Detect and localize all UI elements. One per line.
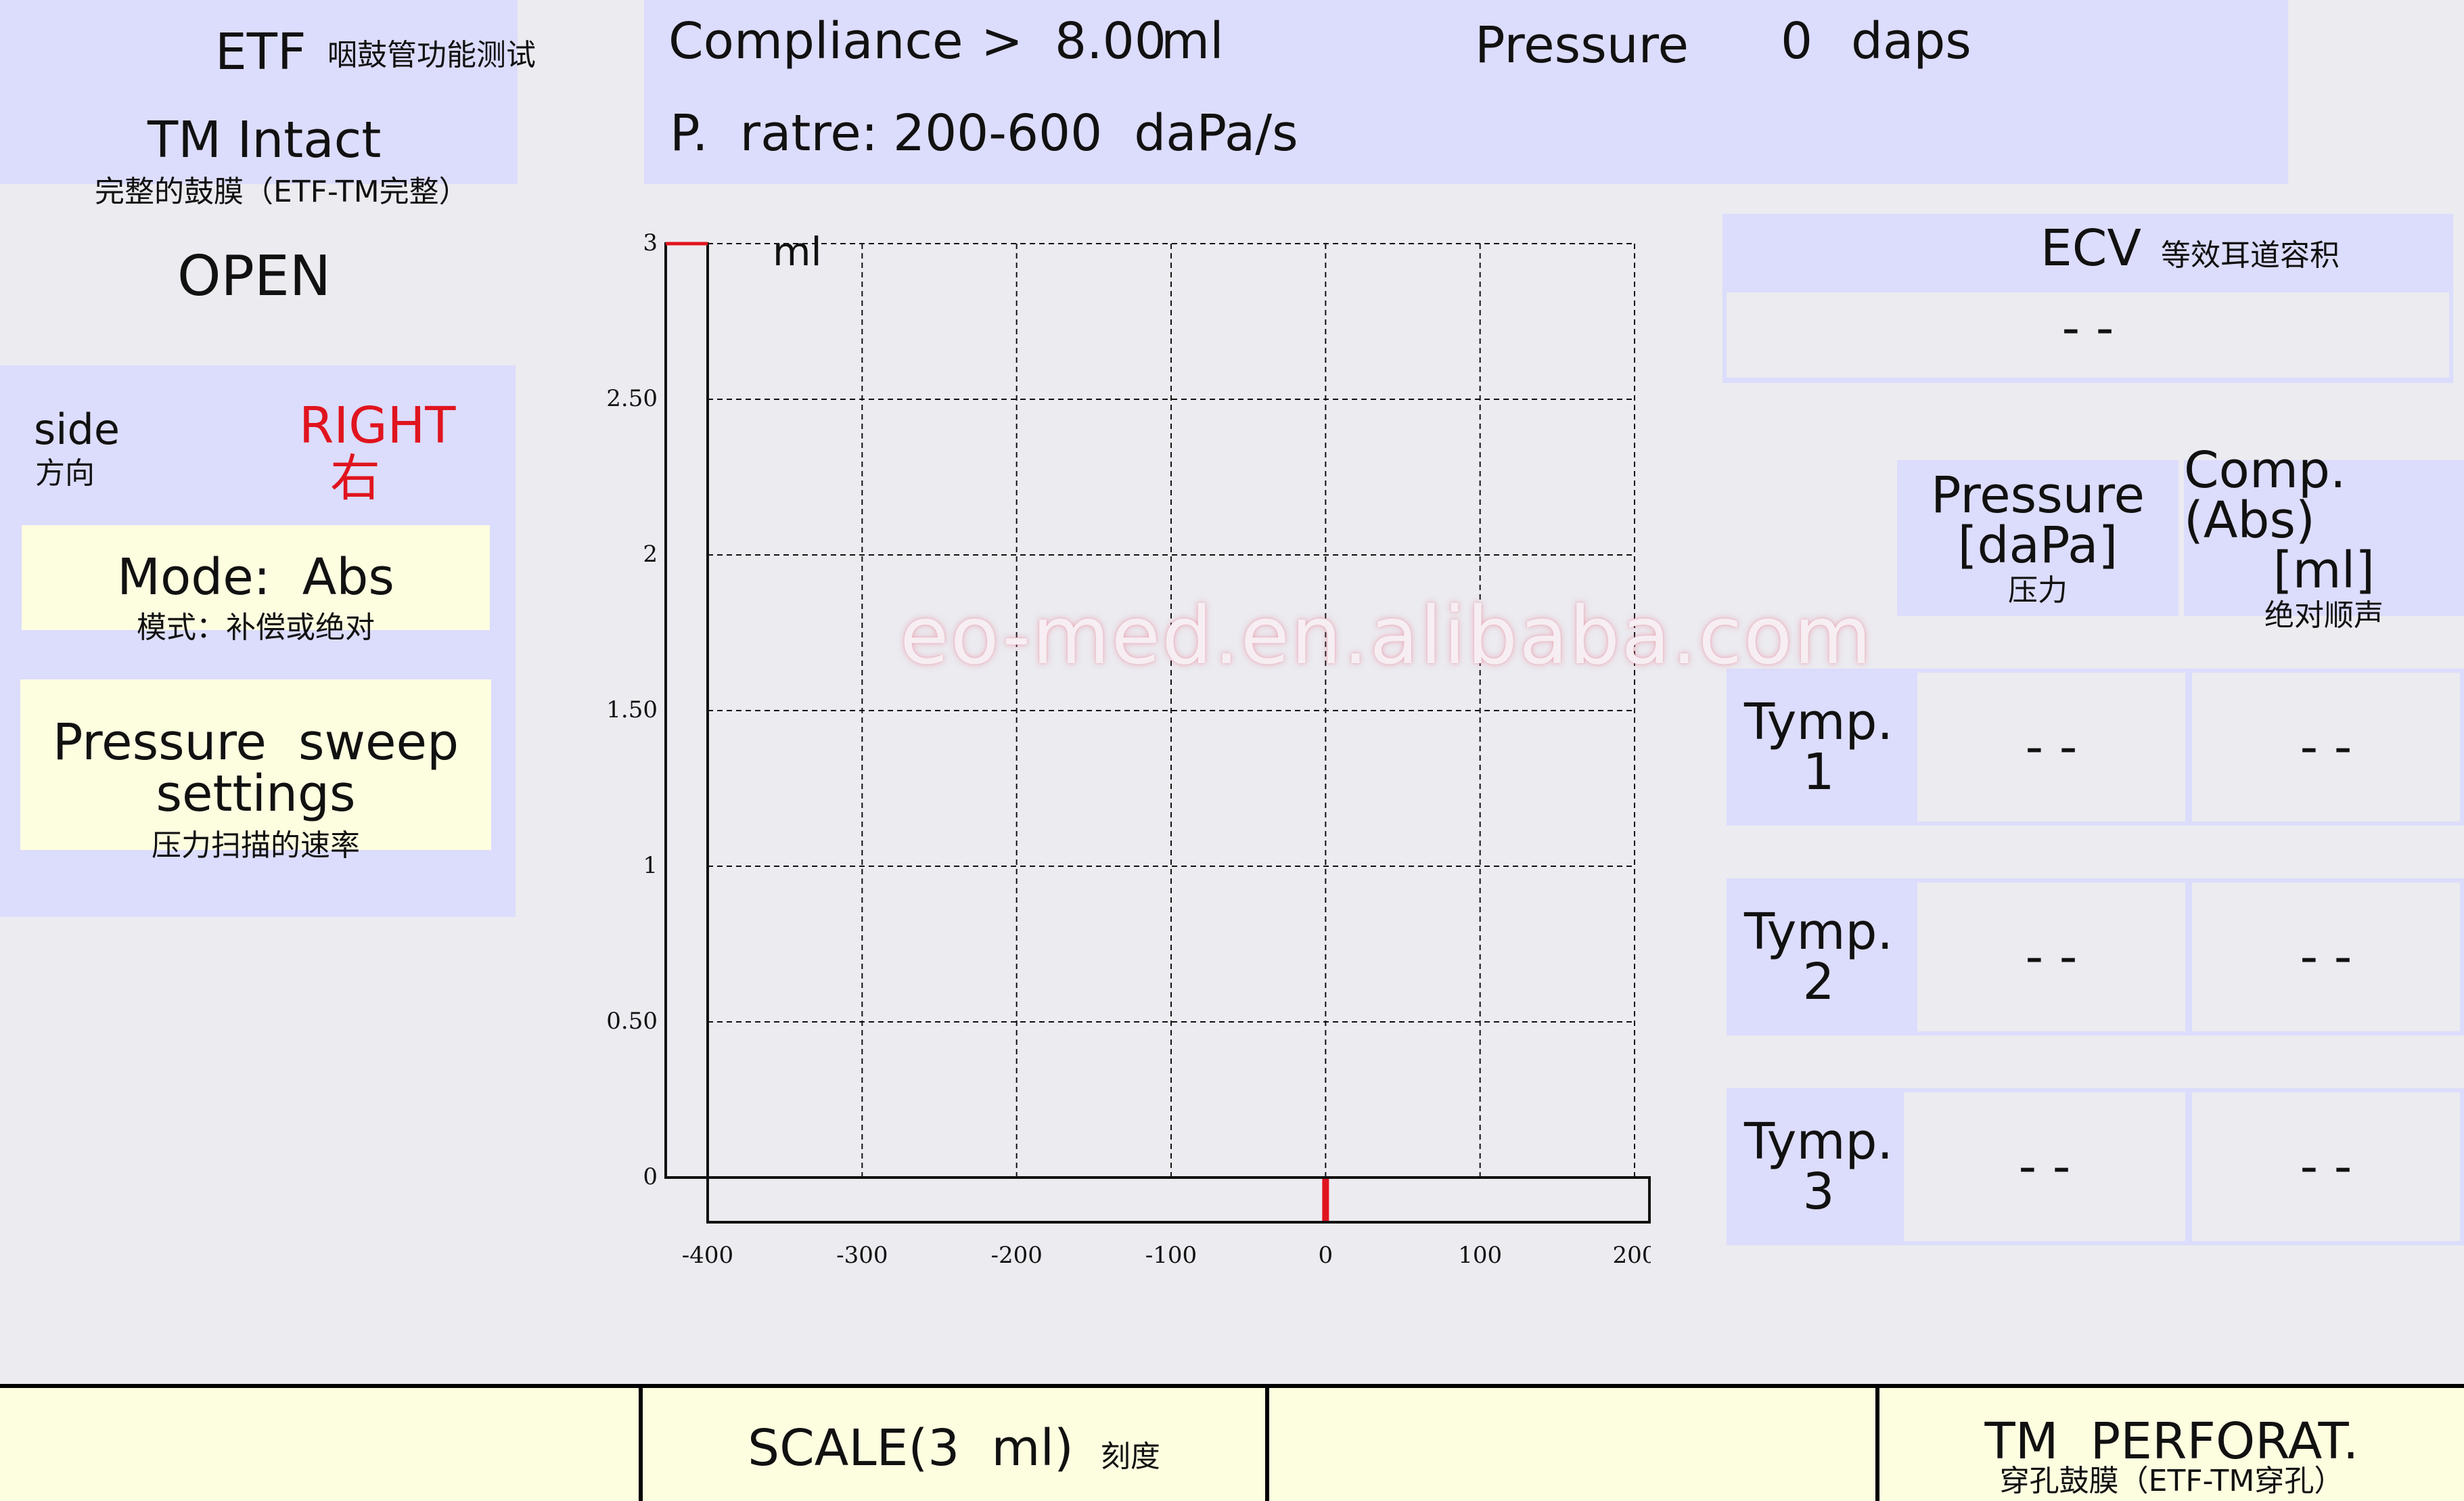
side-value[interactable]: RIGHT xyxy=(299,397,456,455)
x-tick-label: -300 xyxy=(836,1242,888,1269)
side-value-cn: 右 xyxy=(330,449,380,508)
compliance-column-line2: [ml] xyxy=(2273,541,2375,600)
scale-label-cn: 刻度 xyxy=(1100,1439,1160,1474)
pressure-bar xyxy=(706,1176,1651,1224)
tm-perforat-label: TM PERFORAT. xyxy=(1984,1412,2359,1471)
tymp-comp-value: - - xyxy=(2192,673,2460,822)
x-tick-label: 100 xyxy=(1458,1242,1502,1269)
header-panel xyxy=(644,0,2288,184)
etf-title-cn: 咽鼓管功能测试 xyxy=(327,38,536,72)
pressure-column-header: Pressure [daPa] 压力 xyxy=(1897,460,2178,616)
tymp-comp-value: - - xyxy=(2192,882,2460,1031)
pressure-sweep-button[interactable] xyxy=(20,679,491,850)
pressure-label: Pressure xyxy=(1475,16,1689,74)
side-label-cn: 方向 xyxy=(35,456,95,491)
pressure-rate-value: 200-600 daPa/s xyxy=(893,104,1298,162)
bottom-empty-button-2[interactable] xyxy=(1265,1384,1878,1501)
pressure-column-line2: [daPa] xyxy=(1957,516,2118,575)
y-tick-label: 2.50 xyxy=(606,385,658,412)
tm-intact-status-cn: 完整的鼓膜（ETF-TM完整） xyxy=(95,175,469,209)
ecv-value: - - xyxy=(2061,299,2114,357)
tm-perforat-button[interactable]: TM PERFORAT. 穿孔鼓膜（ETF-TM穿孔） xyxy=(1875,1384,2464,1501)
compliance-column-header: Comp.(Abs) [ml] 绝对顺声 xyxy=(2184,445,2464,631)
tymp-label-line1: Tymp. xyxy=(1743,1113,1894,1171)
tymp-pressure-value: - - xyxy=(1917,673,2185,822)
etf-state[interactable]: OPEN xyxy=(177,244,332,309)
tymp-label: Tymp. 1 xyxy=(1727,669,1911,826)
mode-button[interactable] xyxy=(22,525,490,630)
x-tick-label: 0 xyxy=(1319,1242,1333,1269)
pressure-marker xyxy=(1322,1179,1329,1221)
x-tick-label: -200 xyxy=(990,1242,1042,1269)
compliance-value: > 8.00 xyxy=(981,12,1166,70)
pressure-sweep-label-line1: Pressure sweep xyxy=(52,713,459,771)
y-tick-label: 1.50 xyxy=(606,696,658,723)
y-tick-label: 1 xyxy=(643,852,658,879)
mode-label-cn: 模式：补偿或绝对 xyxy=(137,610,375,645)
tymp-pressure-value: - - xyxy=(1917,882,2185,1031)
tymp-label: Tymp. 3 xyxy=(1727,1088,1911,1245)
compliance-column-cn: 绝对顺声 xyxy=(2264,598,2383,633)
x-tick-label: -400 xyxy=(682,1242,733,1269)
compliance-bar xyxy=(664,242,709,1179)
y-tick-label: 0 xyxy=(643,1163,658,1190)
compliance-column-line1: Comp.(Abs) xyxy=(2184,441,2346,550)
pressure-column-cn: 压力 xyxy=(2008,573,2068,608)
tymp-label-line2: 2 xyxy=(1802,953,1835,1011)
tm-perforat-label-cn: 穿孔鼓膜（ETF-TM穿孔） xyxy=(1999,1463,2344,1498)
bottom-toolbar xyxy=(0,1384,2464,1501)
pressure-sweep-label-cn: 压力扫描的速率 xyxy=(152,828,360,863)
compliance-label: Compliance xyxy=(668,12,963,70)
tymp-comp-value: - - xyxy=(2192,1092,2460,1241)
tymp-label-line2: 3 xyxy=(1802,1163,1835,1221)
scale-button[interactable]: SCALE(3 ml) 刻度 xyxy=(643,1401,1265,1496)
scale-label: SCALE(3 ml) xyxy=(748,1419,1074,1477)
tymp-label: Tymp. 2 xyxy=(1727,878,1911,1035)
ecv-title: ECV xyxy=(2040,219,2142,277)
pressure-rate-label: P. ratre: xyxy=(670,104,878,162)
pressure-value: 0 xyxy=(1781,12,1813,70)
y-tick-label: 2 xyxy=(643,541,658,568)
tymp-label-line1: Tymp. xyxy=(1743,903,1894,961)
bottom-empty-button-1[interactable] xyxy=(639,1384,1268,1501)
compliance-unit: ml xyxy=(1161,12,1224,70)
mode-label: Mode: Abs xyxy=(117,548,394,606)
pressure-sweep-label-line2: settings xyxy=(156,765,356,823)
tymp-label-line1: Tymp. xyxy=(1743,693,1894,751)
pressure-unit: daps xyxy=(1851,12,1971,70)
x-tick-label: -100 xyxy=(1145,1242,1197,1269)
ecv-title-cn: 等效耳道容积 xyxy=(2161,238,2340,273)
watermark: eo-med.en.alibaba.com xyxy=(900,589,1873,682)
tm-intact-status: TM Intact xyxy=(147,111,382,169)
etf-title: ETF xyxy=(215,23,306,81)
etf-panel xyxy=(0,0,518,184)
side-label: side xyxy=(34,405,120,454)
y-axis-unit-label: ml xyxy=(773,229,822,275)
ecv-value-box xyxy=(1727,292,2449,378)
pressure-column-line1: Pressure xyxy=(1931,466,2145,524)
tympanogram-chart: 0 0.50 1 1.50 2 2.50 3 -400 -300 -200 -100 0 100 200 m… xyxy=(606,229,1651,1269)
tymp-label-line2: 1 xyxy=(1802,743,1835,801)
y-tick-label: 0.50 xyxy=(606,1008,658,1035)
tymp-pressure-value: - - xyxy=(1904,1092,2185,1241)
x-tick-label: 200 xyxy=(1613,1242,1651,1269)
y-tick-label: 3 xyxy=(643,229,658,256)
